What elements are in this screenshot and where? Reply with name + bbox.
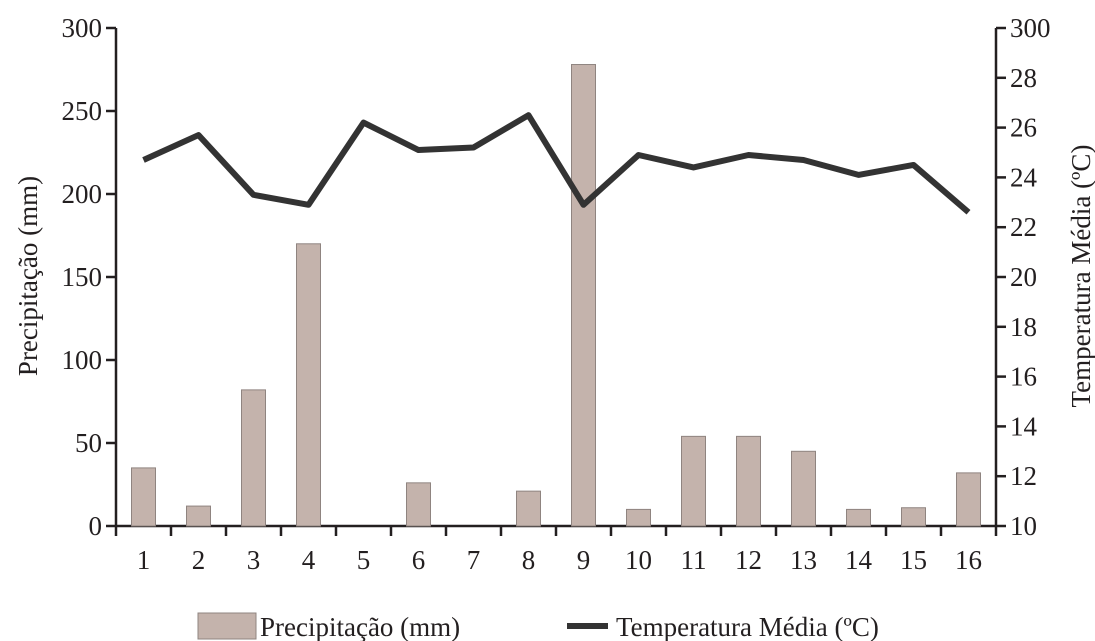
x-tick-label: 10 xyxy=(625,545,652,575)
x-tick-label: 16 xyxy=(955,545,982,575)
left-tick-label: 50 xyxy=(75,428,102,458)
precipitation-bar xyxy=(901,507,926,527)
precipitation-bar xyxy=(516,490,541,527)
temperature-line-group xyxy=(142,112,971,215)
right-tick-label: 24 xyxy=(1010,162,1038,192)
x-tick-label: 8 xyxy=(522,545,536,575)
precipitation-bar xyxy=(736,435,761,527)
right-tick-label: 26 xyxy=(1010,113,1037,143)
right-axis-title: Temperatura Média (ºC) xyxy=(1066,145,1095,408)
left-axis-title: Precipitação (mm) xyxy=(13,176,43,376)
legend: Precipitação (mm) Temperatura Média (ºC) xyxy=(197,612,879,641)
precipitation-bar xyxy=(241,389,266,527)
precipitation-bar xyxy=(571,64,596,527)
right-tick-label: 22 xyxy=(1010,212,1037,242)
x-tick-label: 15 xyxy=(900,545,927,575)
precipitation-bars xyxy=(131,64,981,527)
legend-swatch-precipitation xyxy=(197,612,257,640)
temperature-line xyxy=(142,112,971,215)
precipitation-bar xyxy=(681,435,706,527)
right-tick-label: 10 xyxy=(1010,511,1037,541)
x-tick-label: 4 xyxy=(302,545,316,575)
x-tick-label: 5 xyxy=(357,545,371,575)
precipitation-bar xyxy=(296,243,321,527)
x-tick-label: 3 xyxy=(247,545,261,575)
left-tick-label: 100 xyxy=(62,345,103,375)
tick-labels: 0501001502002503001012141618202224262830… xyxy=(62,13,1051,575)
precipitation-bar xyxy=(846,508,871,527)
legend-label-precipitation: Precipitação (mm) xyxy=(260,612,460,641)
precipitation-bar xyxy=(406,482,431,527)
right-tick-label: 28 xyxy=(1010,63,1037,93)
left-tick-label: 300 xyxy=(62,13,103,43)
right-tick-label: 18 xyxy=(1010,312,1037,342)
right-tick-label: 300 xyxy=(1010,13,1051,43)
precipitation-bar xyxy=(131,467,156,527)
x-tick-label: 14 xyxy=(845,545,873,575)
legend-label-temperature: Temperatura Média (ºC) xyxy=(616,612,879,641)
right-tick-label: 20 xyxy=(1010,262,1037,292)
x-tick-label: 12 xyxy=(735,545,762,575)
x-tick-label: 1 xyxy=(137,545,151,575)
precipitation-bar xyxy=(186,505,211,527)
right-tick-label: 12 xyxy=(1010,461,1037,491)
x-tick-label: 7 xyxy=(467,545,481,575)
right-tick-label: 14 xyxy=(1010,411,1038,441)
precipitation-bar xyxy=(956,472,981,527)
x-tick-label: 6 xyxy=(412,545,426,575)
x-tick-label: 13 xyxy=(790,545,817,575)
x-tick-label: 9 xyxy=(577,545,591,575)
left-tick-label: 150 xyxy=(62,262,103,292)
x-tick-label: 2 xyxy=(192,545,206,575)
precipitation-bar xyxy=(626,508,651,527)
left-tick-label: 250 xyxy=(62,96,103,126)
x-tick-label: 11 xyxy=(681,545,707,575)
precipitation-bar xyxy=(791,450,816,527)
left-tick-label: 200 xyxy=(62,179,103,209)
left-tick-label: 0 xyxy=(89,511,103,541)
right-tick-label: 16 xyxy=(1010,362,1037,392)
